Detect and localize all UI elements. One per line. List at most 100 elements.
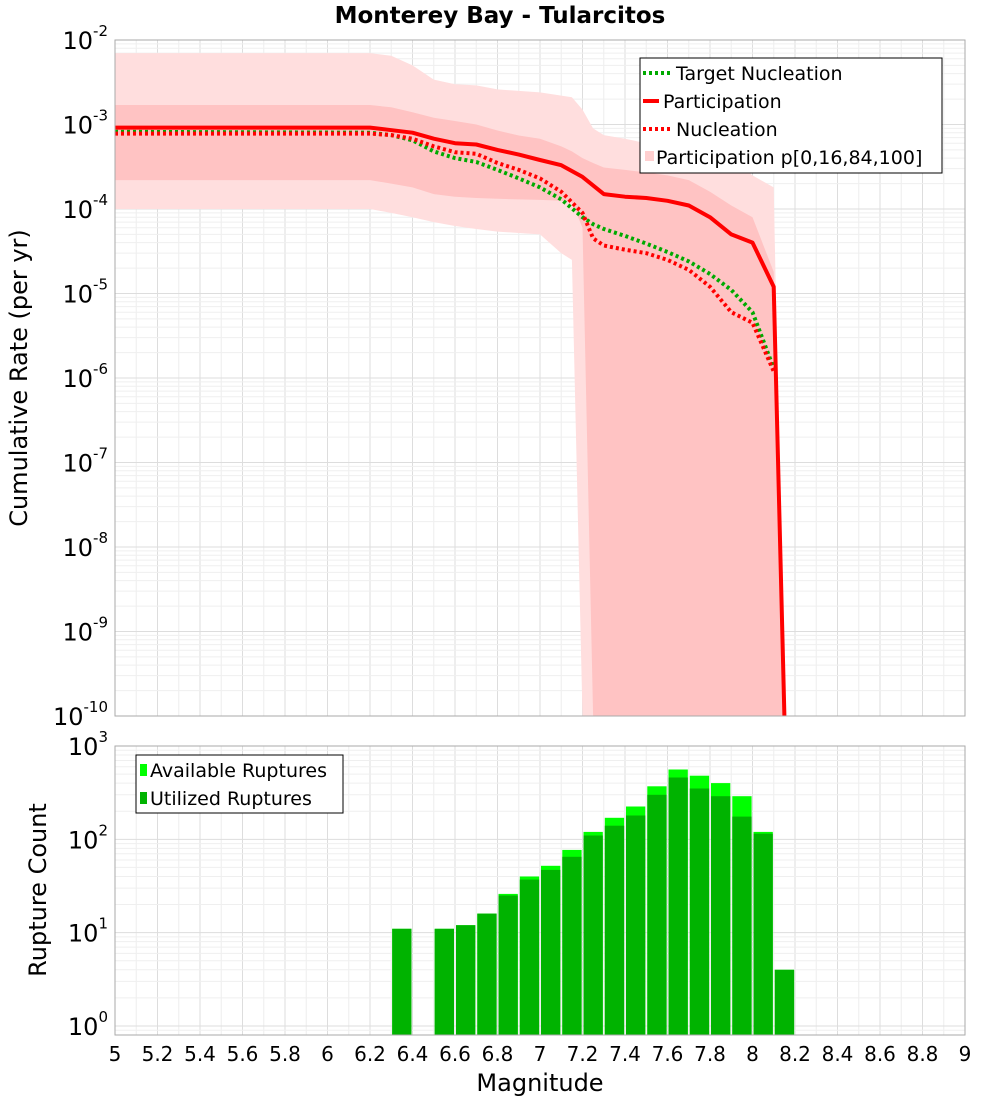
utilized-rupture-bar [647, 794, 667, 1035]
top-y-tick-base: 10 [62, 196, 93, 224]
top-y-tick-label: 10-10 [53, 698, 108, 731]
x-tick-label: 5.6 [227, 1042, 259, 1066]
x-tick-label: 7.6 [652, 1042, 684, 1066]
bottom-y-tick-exponent: 0 [98, 1008, 108, 1026]
top-y-tick-label: 10-4 [62, 191, 108, 224]
top-plot-frame [114, 39, 966, 717]
utilized-rupture-bar [392, 928, 412, 1035]
top-y-tick-label: 10-7 [62, 445, 108, 478]
participation-bands [115, 53, 785, 717]
x-tick-label: 6.2 [354, 1042, 386, 1066]
bottom-y-tick-base: 10 [68, 733, 99, 761]
bottom-y-tick-base: 10 [68, 826, 99, 854]
x-tick-label: 7.8 [694, 1042, 726, 1066]
utilized-rupture-bar [732, 816, 752, 1035]
top-y-tick-exponent: -5 [93, 276, 108, 294]
top-y-tick-label: 10-5 [62, 276, 108, 309]
x-tick-label: 6.4 [397, 1042, 429, 1066]
top-y-tick-base: 10 [62, 27, 93, 55]
rate-curves [114, 125, 787, 717]
top-y-tick-base: 10 [62, 619, 93, 647]
series-line-participation [115, 125, 787, 717]
utilized-rupture-bar [562, 856, 582, 1035]
utilized-rupture-bar [604, 825, 625, 1035]
x-tick-label: 8.6 [864, 1042, 896, 1066]
utilized-rupture-bar [519, 879, 540, 1035]
top-y-tick-exponent: -3 [93, 107, 108, 125]
x-tick-label: 8.8 [907, 1042, 939, 1066]
bottom-y-tick-label: 101 [68, 915, 108, 948]
utilized-rupture-bar [711, 796, 731, 1035]
x-tick-label: 5.4 [184, 1042, 216, 1066]
top-y-tick-exponent: -9 [93, 614, 108, 632]
legend-participation-band-swatch [645, 151, 654, 161]
top-y-tick-base: 10 [53, 703, 84, 731]
series-line-target-nucleation [114, 129, 776, 370]
top-y-tick-label: 10-8 [62, 529, 108, 562]
x-axis-label: Magnitude [476, 1069, 603, 1097]
utilized-rupture-bar [541, 869, 561, 1035]
bottom-y-tick-label: 102 [68, 821, 108, 854]
legend-participation-band-label: Participation p[0,16,84,100] [656, 147, 922, 169]
x-tick-label: 6.6 [439, 1042, 471, 1066]
bottom-y-tick-base: 10 [68, 920, 99, 948]
legend-utilized-swatch [140, 792, 147, 804]
legend-participation-label: Participation [663, 91, 782, 113]
bottom-legend-box [135, 754, 344, 814]
utilized-rupture-bar [456, 925, 476, 1035]
top-y-tick-exponent: -6 [93, 360, 108, 378]
x-tick-label: 7.4 [609, 1042, 641, 1066]
utilized-rupture-bar [774, 969, 795, 1035]
utilized-rupture-bar [583, 835, 603, 1035]
top-y-tick-label: 10-2 [62, 22, 108, 55]
top-y-tick-base: 10 [62, 365, 93, 393]
x-tick-label: 7 [534, 1042, 547, 1066]
band-p16-p84 [115, 105, 785, 716]
bottom-y-tick-base: 10 [68, 1013, 99, 1041]
series-line-nucleation [115, 131, 776, 373]
top-y-axis-label: Cumulative Rate (per yr) [5, 229, 33, 527]
x-tick-label: 5 [109, 1042, 122, 1066]
top-y-tick-exponent: -8 [93, 529, 108, 547]
x-tick-label: 9 [959, 1042, 972, 1066]
top-y-tick-exponent: -2 [93, 22, 108, 40]
bottom-y-axis-label: Rupture Count [24, 803, 52, 977]
x-tick-labels: 5 5.2 5.4 5.6 5.8 6 6.2 6.4 6.6 6.8 7 7.2 7.4 7.6 7.8 8… [109, 1042, 972, 1066]
top-y-tick-base: 10 [62, 112, 93, 140]
top-y-tick-label: 10-3 [62, 107, 108, 140]
x-tick-label: 6.8 [482, 1042, 514, 1066]
bottom-legend: Available Ruptures Utilized Ruptures [135, 754, 344, 814]
legend-target-nucleation-label: Target Nucleation [675, 63, 843, 85]
bottom-plot-frame [114, 745, 966, 1036]
utilized-rupture-bar [434, 928, 454, 1035]
utilized-rupture-bar [498, 895, 518, 1035]
top-y-tick-exponent: -4 [93, 191, 108, 209]
bottom-y-tick-label: 103 [68, 728, 108, 761]
x-tick-label: 8.2 [779, 1042, 811, 1066]
top-y-tick-base: 10 [62, 534, 93, 562]
chart-title: Monterey Bay - Tularcitos [335, 3, 666, 29]
legend-utilized-label: Utilized Ruptures [150, 788, 312, 810]
x-tick-label: 6 [321, 1042, 334, 1066]
x-tick-label: 5.2 [142, 1042, 174, 1066]
x-tick-label: 5.8 [269, 1042, 301, 1066]
x-tick-label: 8 [746, 1042, 759, 1066]
legend-available-label: Available Ruptures [150, 760, 327, 782]
top-legend: Target Nucleation Participation Nucleati… [639, 57, 943, 174]
legend-available-swatch [140, 764, 147, 776]
top-y-tick-base: 10 [62, 281, 93, 309]
x-tick-label: 8.4 [822, 1042, 854, 1066]
rupture-count-bars [392, 769, 795, 1035]
top-y-tick-label: 10-9 [62, 614, 108, 647]
top-y-tick-exponent: -7 [93, 445, 108, 463]
bottom-y-tick-exponent: 3 [98, 728, 108, 746]
utilized-rupture-bar [477, 913, 497, 1035]
bottom-y-tick-exponent: 1 [98, 915, 108, 933]
utilized-rupture-bar [626, 815, 646, 1035]
legend-nucleation-label: Nucleation [676, 119, 778, 141]
utilized-rupture-bar [753, 833, 773, 1035]
